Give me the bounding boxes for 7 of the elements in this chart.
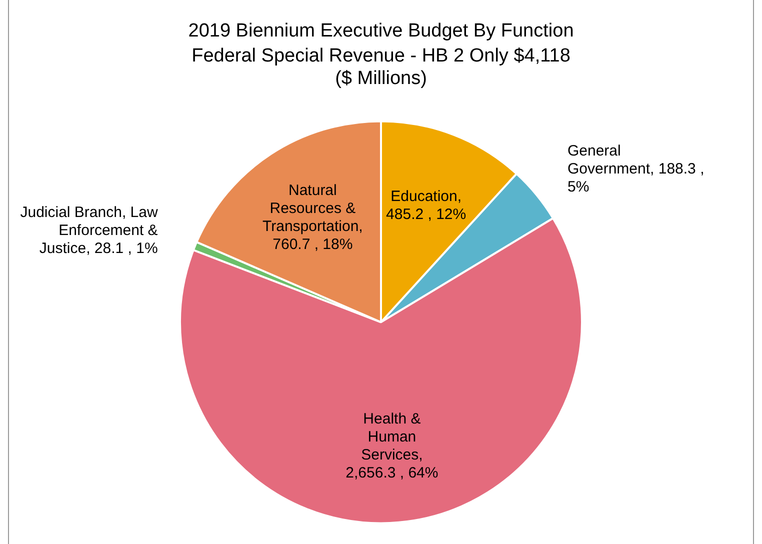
slice-label: General Government, 188.3 , 5% — [567, 142, 704, 196]
slice-label: Education, 485.2 , 12% — [386, 188, 466, 224]
slice-label: Judicial Branch, Law Enforcement & Justice, 28.1 , 1% — [20, 204, 158, 257]
slice-label: Natural Resources & Transportation, 760.7 , 18% — [262, 182, 363, 254]
slice-label: Health & Human Services, 2,656.3 , 64% — [346, 410, 438, 482]
chart-title: 2019 Biennium Executive Budget By Function — [188, 20, 574, 42]
chart-subtitle: Federal Special Revenue - HB 2 Only $4,118 ($ Millions) — [192, 45, 570, 90]
